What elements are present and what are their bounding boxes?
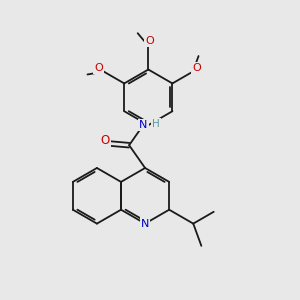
- Text: O: O: [192, 63, 201, 73]
- Text: H: H: [152, 119, 160, 129]
- Text: O: O: [101, 134, 110, 147]
- Text: O: O: [146, 36, 154, 46]
- Text: N: N: [141, 219, 149, 229]
- Text: O: O: [94, 63, 103, 73]
- Text: N: N: [139, 120, 148, 130]
